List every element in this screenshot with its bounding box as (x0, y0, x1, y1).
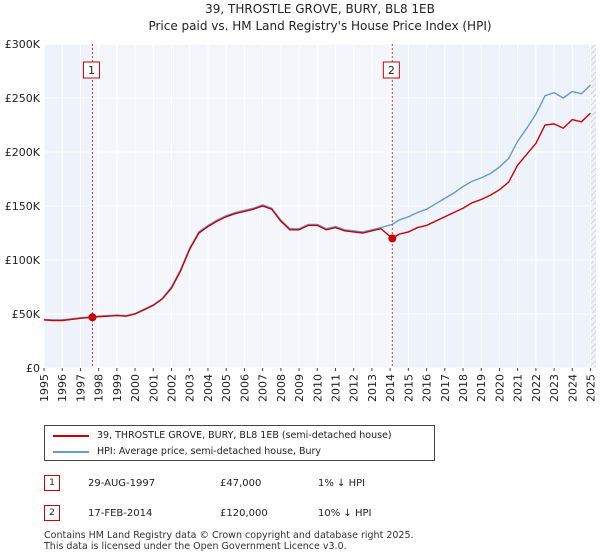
transaction-hpi-diff: 1% ↓ HPI (318, 478, 366, 489)
x-tick-label: 2010 (311, 374, 324, 402)
x-tick-label: 2002 (166, 374, 179, 402)
transaction-price: £120,000 (220, 508, 268, 519)
x-tick-label: 2013 (366, 374, 379, 402)
x-tick-label: 2012 (348, 374, 361, 402)
y-tick-label: £250K (5, 92, 41, 105)
x-tick-label: 2025 (585, 374, 598, 402)
property-price-line (43, 112, 591, 322)
y-tick-label: £100K (5, 254, 41, 267)
transaction-date: 17-FEB-2014 (88, 508, 153, 519)
y-tick-label: £150K (5, 200, 41, 213)
x-tick-label: 2017 (439, 374, 452, 402)
x-tick-label: 2007 (257, 374, 270, 402)
chart-title: 39, THROSTLE GROVE, BURY, BL8 1EB (205, 2, 435, 16)
x-tick-label: 2001 (147, 374, 160, 402)
x-tick-label: 2014 (384, 374, 397, 402)
transaction-marker-label: 2 (44, 505, 60, 521)
price-chart: 39, THROSTLE GROVE, BURY, BL8 1EB Price … (5, 2, 598, 402)
x-tick-label: 1999 (111, 374, 124, 402)
y-tick-label: £0 (26, 362, 40, 375)
transaction-price: £47,000 (220, 478, 262, 489)
transaction-hpi-diff: 10% ↓ HPI (318, 508, 372, 519)
x-tick-label: 2019 (475, 374, 488, 402)
x-tick-label: 2015 (402, 374, 415, 402)
footer-line-1: Contains HM Land Registry data © Crown c… (44, 530, 414, 541)
sale-marker-box (82, 61, 100, 79)
x-tick-label: 2000 (129, 374, 142, 402)
y-tick-label: £300K (5, 38, 41, 51)
x-tick-label: 2016 (421, 374, 434, 402)
transaction-date: 29-AUG-1997 (88, 478, 156, 489)
legend-swatch-hpi (53, 451, 89, 453)
transaction-marker-label: 1 (44, 475, 60, 491)
x-tick-label: 2018 (457, 374, 470, 402)
x-tick-label: 2020 (493, 374, 506, 402)
legend-item-property: 39, THROSTLE GROVE, BURY, BL8 1EB (semi-… (53, 428, 392, 444)
x-tick-label: 2003 (184, 374, 197, 402)
sale-marker-label: 1 (88, 64, 95, 77)
sale-point (88, 313, 97, 322)
legend-label-property: 39, THROSTLE GROVE, BURY, BL8 1EB (semi-… (97, 430, 392, 441)
x-tick-label: 1995 (38, 374, 51, 402)
legend-label-hpi: HPI: Average price, semi-detached house,… (97, 446, 322, 457)
x-tick-label: 2005 (220, 374, 233, 402)
x-tick-label: 2004 (202, 374, 215, 402)
legend-swatch-property (53, 435, 89, 437)
sale-marker-label: 2 (388, 64, 395, 77)
x-tick-label: 2022 (530, 374, 543, 402)
x-tick-label: 2021 (512, 374, 525, 402)
footer-line-2: This data is licensed under the Open Gov… (44, 541, 347, 552)
chart-subtitle: Price paid vs. HM Land Registry's House … (148, 19, 491, 33)
x-tick-label: 1996 (56, 374, 69, 402)
y-tick-label: £200K (5, 146, 41, 159)
sale-point (388, 234, 397, 243)
y-tick-label: £50K (12, 308, 41, 321)
sale-marker-box (382, 61, 400, 79)
x-tick-label: 2009 (293, 374, 306, 402)
x-tick-label: 1997 (74, 374, 87, 402)
legend-item-hpi: HPI: Average price, semi-detached house,… (53, 444, 321, 460)
chart-legend: 39, THROSTLE GROVE, BURY, BL8 1EB (semi-… (44, 425, 435, 461)
footer-attribution: Contains HM Land Registry data © Crown c… (44, 530, 414, 552)
x-tick-label: 2011 (329, 374, 342, 402)
x-tick-label: 2023 (548, 374, 561, 402)
x-tick-label: 2006 (238, 374, 251, 402)
x-tick-label: 2008 (275, 374, 288, 402)
x-tick-label: 2024 (566, 374, 579, 402)
x-tick-label: 1998 (93, 374, 106, 402)
